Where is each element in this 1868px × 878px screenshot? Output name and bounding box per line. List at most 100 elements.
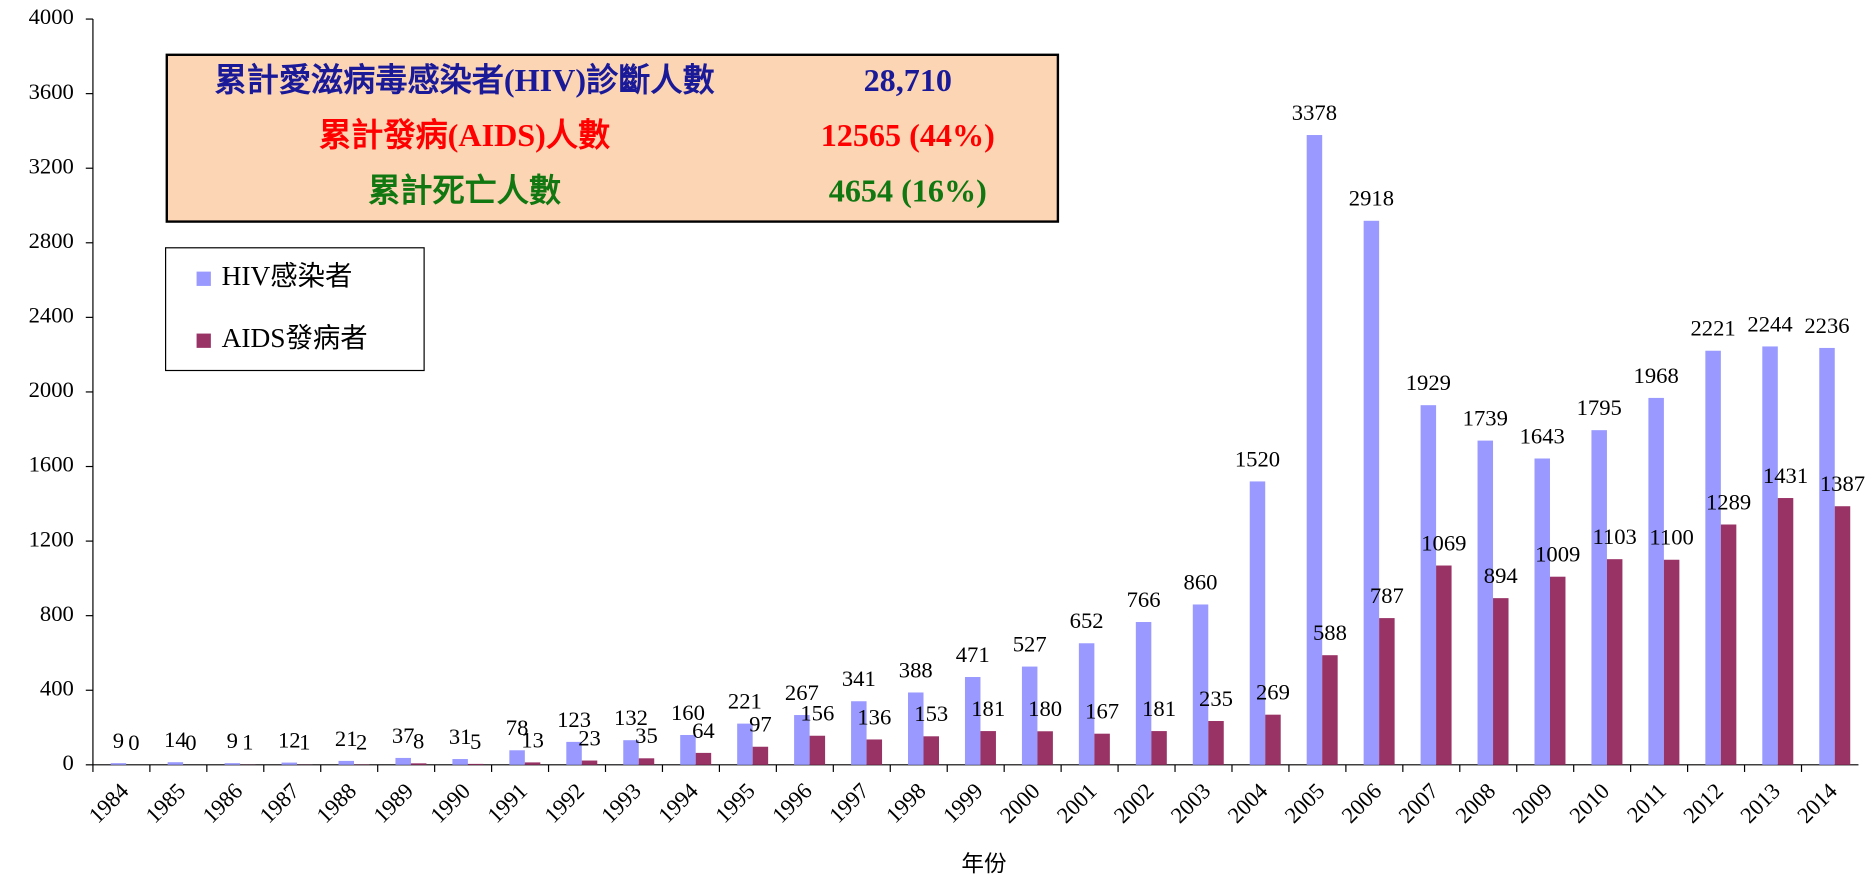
bar	[224, 763, 241, 765]
bar	[110, 763, 127, 765]
bar	[1819, 347, 1835, 765]
y-tick-label: 3600	[29, 79, 74, 104]
data-label: 341	[842, 666, 876, 691]
bar	[1379, 618, 1395, 765]
data-label: 471	[956, 642, 990, 667]
data-label: 1795	[1577, 395, 1622, 420]
summary-label: 累計發病(AIDS)人數	[319, 117, 610, 153]
data-label: 136	[857, 704, 891, 729]
bar	[1549, 576, 1566, 765]
data-label: 9	[113, 728, 124, 753]
data-label: 2236	[1804, 313, 1849, 338]
x-tick-label: 1988	[312, 778, 362, 828]
data-label: 12	[278, 728, 301, 753]
data-label: 3378	[1292, 100, 1337, 125]
bar	[1151, 731, 1167, 765]
bar	[964, 677, 981, 765]
bar	[1606, 559, 1623, 765]
data-label: 5	[470, 729, 481, 754]
bar	[1192, 604, 1209, 765]
x-tick-label: 2012	[1678, 778, 1728, 828]
bar	[1720, 524, 1737, 765]
data-label: 14	[164, 727, 187, 752]
bar	[623, 740, 639, 765]
bar	[395, 757, 411, 765]
x-tick-label: 1990	[425, 778, 475, 828]
x-axis-title: 年份	[961, 851, 1006, 876]
data-label: 13	[521, 727, 544, 752]
bar	[566, 741, 582, 765]
summary-label: 累計愛滋病毒感染者(HIV)診斷人數	[215, 62, 715, 98]
y-tick-label: 4000	[29, 4, 74, 29]
y-tick-label: 3200	[29, 153, 74, 178]
bar	[1078, 643, 1095, 765]
bar	[524, 762, 541, 765]
data-label: 221	[728, 689, 762, 714]
data-label: 2221	[1690, 316, 1735, 341]
x-tick-label: 2013	[1735, 778, 1785, 828]
data-label: 21	[335, 726, 358, 751]
x-tick-label: 2004	[1223, 778, 1273, 828]
x-tick-label: 1995	[710, 778, 760, 828]
bar	[866, 739, 883, 765]
x-tick-label: 2008	[1451, 778, 1501, 828]
legend-label: HIV感染者	[222, 261, 353, 291]
bar	[1135, 622, 1152, 765]
bar	[581, 760, 598, 765]
data-label: 156	[800, 701, 834, 726]
x-tick-label: 2002	[1109, 778, 1159, 828]
y-tick-label: 2400	[29, 303, 74, 328]
y-tick-label: 1200	[29, 526, 74, 551]
y-tick-label: 800	[40, 601, 74, 626]
data-label: 8	[413, 728, 424, 753]
data-label: 167	[1085, 699, 1119, 724]
bar	[680, 734, 696, 765]
bar	[1420, 405, 1437, 765]
data-label: 35	[635, 723, 658, 748]
data-label: 1	[299, 730, 310, 755]
x-tick-label: 1984	[84, 778, 134, 828]
data-label: 0	[185, 730, 196, 755]
data-label: 787	[1370, 583, 1404, 608]
x-tick-label: 1986	[198, 778, 248, 828]
x-tick-label: 2009	[1508, 778, 1558, 828]
data-label: 23	[578, 725, 601, 750]
bar	[1249, 481, 1266, 765]
bar	[410, 763, 427, 765]
data-label: 1289	[1706, 489, 1751, 514]
x-tick-label: 2010	[1564, 778, 1614, 828]
data-label: 1520	[1235, 446, 1280, 471]
bar	[638, 758, 655, 765]
data-label: 388	[899, 657, 933, 682]
data-label: 588	[1313, 620, 1347, 645]
bar	[467, 763, 484, 765]
x-tick-label: 1997	[824, 778, 874, 828]
data-label: 269	[1256, 680, 1290, 705]
x-tick-label: 2000	[995, 778, 1045, 828]
x-tick-label: 2005	[1280, 778, 1330, 828]
x-tick-label: 1992	[539, 778, 589, 828]
data-label: 1929	[1406, 370, 1451, 395]
y-tick-label: 2000	[29, 377, 74, 402]
data-label: 235	[1199, 686, 1233, 711]
bar	[1037, 731, 1053, 765]
data-label: 2244	[1747, 311, 1792, 336]
data-label: 1968	[1634, 363, 1679, 388]
data-label: 1739	[1463, 406, 1508, 431]
bar	[281, 762, 298, 765]
data-label: 97	[749, 712, 772, 737]
x-tick-label: 1993	[596, 778, 646, 828]
bar	[1591, 430, 1607, 765]
data-label: 267	[785, 680, 819, 705]
bar	[1534, 458, 1550, 765]
bar	[908, 692, 924, 765]
summary-value: 28,710	[864, 62, 952, 98]
summary-value: 4654 (16%)	[829, 173, 987, 209]
bar	[809, 735, 826, 765]
x-tick-label: 1985	[141, 778, 191, 828]
y-tick-label: 400	[40, 675, 74, 700]
x-tick-label: 1991	[482, 778, 532, 828]
bar	[695, 752, 712, 765]
bar	[737, 723, 753, 765]
bar	[1306, 135, 1323, 765]
